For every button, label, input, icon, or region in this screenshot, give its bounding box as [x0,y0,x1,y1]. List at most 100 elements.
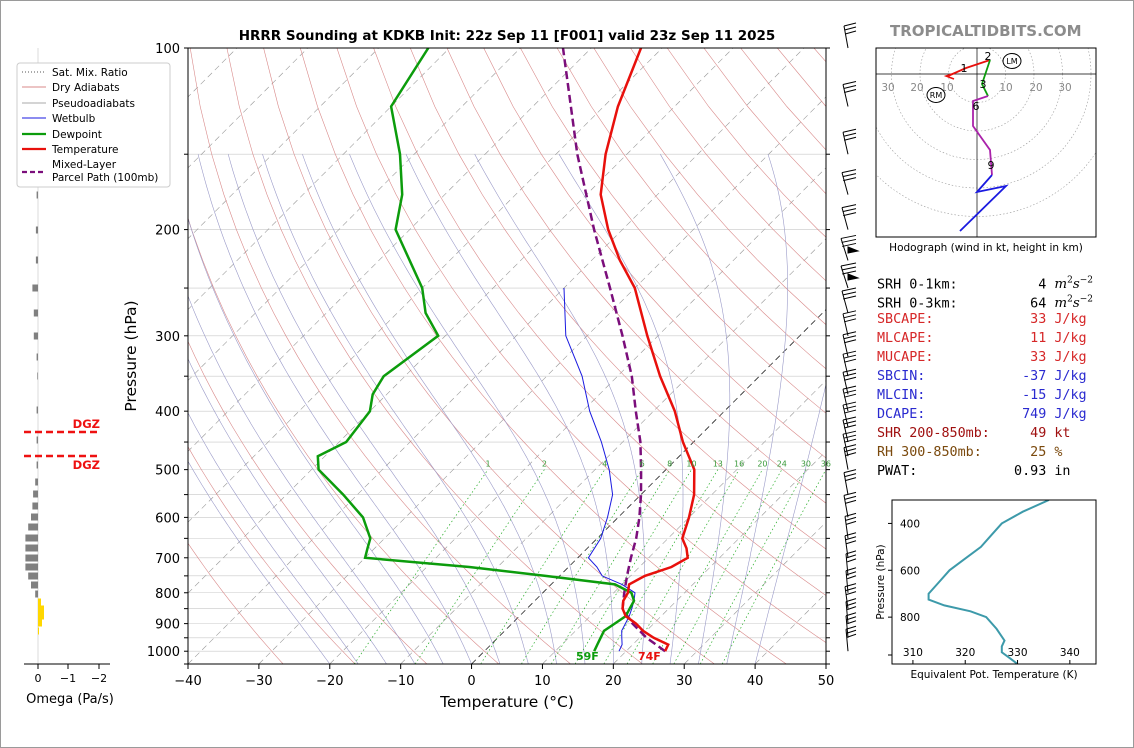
wind-barb-feather [844,376,857,381]
index-value: -37 [997,369,1055,384]
index-row: PWAT: 0.93 in [877,462,1093,481]
wind-barb-feather [842,208,857,213]
dry-adiabat [373,48,826,596]
wind-barb-feather [844,318,857,323]
skewt-panel: HRRR Sounding at KDKB Init: 22z Sep 11 [… [122,28,834,711]
omega-bar-upward [25,554,38,562]
wind-barb-feather [842,242,857,247]
dry-adiabat [188,216,499,664]
wind-barb-feather [846,554,857,559]
wind-barb-feather [842,368,857,373]
dry-adiabat [263,48,715,664]
dewpoint-line [316,48,636,652]
wind-barb [843,491,857,518]
mixing-ratio-line [603,469,719,664]
index-label: SBCIN: [877,369,998,384]
wind-barb-feather [843,354,857,359]
wind-barb [840,234,857,261]
index-unit: J/kg [1054,407,1087,422]
legend-sat-mix-ratio: Sat. Mix. Ratio [52,67,128,79]
dry-adiabat [593,48,826,326]
wind-barb [842,368,857,395]
wind-barb-feather [846,616,857,621]
dry-adiabat [189,48,571,664]
index-label: MLCIN: [877,388,998,403]
skewt-x-tick-label: −20 [316,674,343,689]
wind-barb-feather [843,22,857,27]
wind-barb [845,625,857,652]
hodograph-ring-label: 10 [999,82,1012,94]
index-row: SHR 200-850mb: 49 kt [877,424,1093,443]
chart-title: HRRR Sounding at KDKB Init: 22z Sep 11 [… [239,28,776,44]
wetbulb-line [563,287,636,652]
moist-adiabat [227,154,501,664]
isotherm [542,380,826,664]
hodograph-height-label: 3 [980,78,987,91]
skewt-y-tick-label: 1000 [147,645,180,660]
surface-dewpoint-label: 59F [576,650,599,663]
hodograph-ring-label: 20 [1029,82,1042,94]
wind-barbs [840,22,860,652]
omega-bar-upward [36,191,38,199]
skewt-y-tick-label: 400 [155,405,180,420]
wind-barb-feather [843,389,857,394]
wind-barb [842,128,857,155]
mixing-ratio-label: 16 [734,460,744,469]
skewt-x-tick-label: 40 [747,674,764,689]
wind-barb-feather [842,80,857,85]
wind-barb-feather [842,331,857,336]
wind-barb [842,310,857,336]
moist-adiabat [302,154,557,664]
wind-barb [840,262,857,289]
wind-barb [841,287,857,314]
skewt-x-tick-label: −10 [387,674,414,689]
wind-barb-feather [840,234,857,239]
omega-bar-upward [28,523,38,531]
wind-barb-pennant [847,273,860,281]
moist-adiabat [188,217,444,664]
storm-motion-label: LM [1006,57,1017,66]
omega-bar-upward [35,478,38,486]
isotherm [329,167,826,664]
index-value: 64 [997,296,1055,312]
theta-e-y-tick-label: 600 [900,565,920,577]
wind-barb-feather [843,132,857,137]
omega-bar-upward [35,590,38,598]
moist-adiabat [262,154,529,664]
isotherm [188,48,805,664]
sounding-indices: SRH 0-1km: 4 m2s−2 SRH 0-3km: 64 m2s−2 SBC… [877,272,1093,481]
wind-barb-feather [840,262,857,267]
omega-bar-upward [33,332,38,340]
dry-adiabat [226,48,643,664]
wind-barb-staff [845,629,849,652]
wind-barb [843,22,857,49]
wind-barb-feather [843,177,857,182]
skewt-y-tick-label: 800 [155,587,180,602]
index-unit: kt [1054,426,1071,441]
index-unit: J/kg [1054,388,1087,403]
hodograph-arrow [943,72,956,80]
skewt-y-axis-label: Pressure (hPa) [122,300,140,411]
hodograph-ring-label: 30 [1058,82,1071,94]
wind-barb [841,204,857,230]
omega-bar-downward [38,627,39,635]
wind-barb-feather [845,452,857,457]
wind-barb [842,331,857,357]
wind-barb-feather [842,416,857,421]
wind-barb [841,169,857,195]
wind-barb-feather [843,420,857,425]
wind-barb-feather [842,350,857,355]
mixing-ratio-label: 20 [757,460,767,469]
hodograph-height-label: 9 [988,159,995,172]
index-unit: % [1054,445,1063,460]
omega-bar-upward [37,372,38,380]
wind-barb [842,350,857,377]
wind-barb [844,532,857,558]
index-value: -15 [997,388,1055,403]
omega-bar-upward [35,226,38,234]
legend-pseudoadiabats: Pseudoadiabats [52,98,135,110]
mixing-ratio-line [626,469,740,664]
wind-barb-feather [841,287,857,292]
hodograph-ring-label: 30 [881,82,894,94]
index-label: RH 300-850mb: [877,445,998,460]
